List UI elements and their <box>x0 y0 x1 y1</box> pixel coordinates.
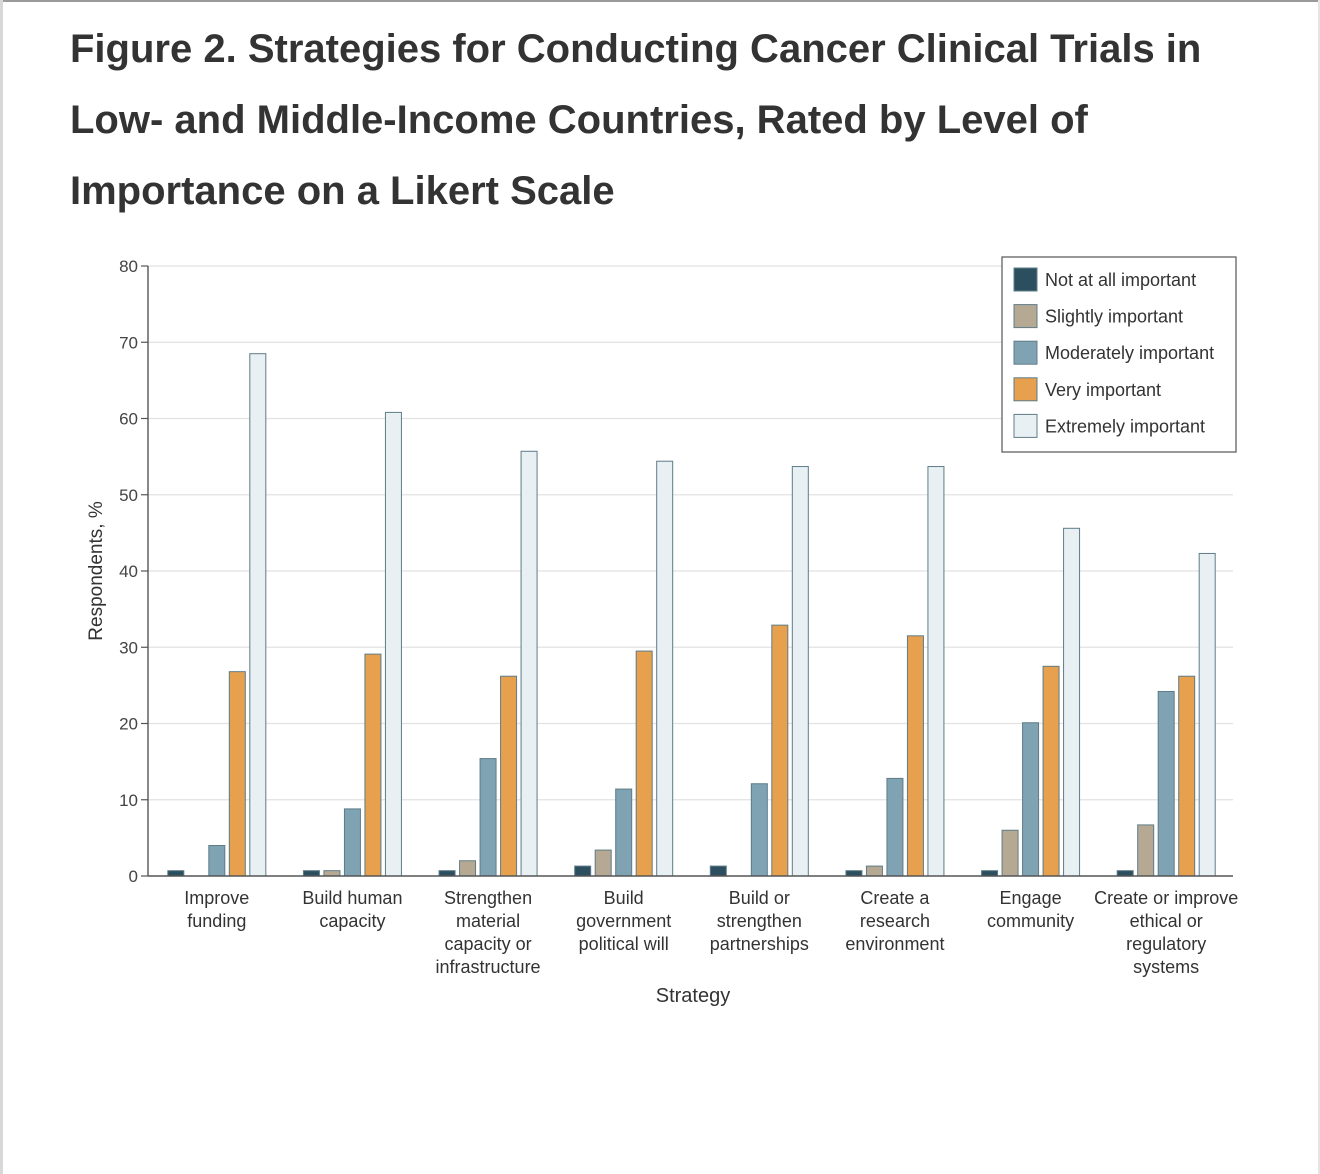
bar <box>249 353 267 877</box>
legend-label: Moderately important <box>1045 343 1214 363</box>
figure-title: Figure 2. Strategies for Conducting Canc… <box>70 27 1202 213</box>
bar <box>228 671 246 877</box>
legend-label: Very important <box>1045 380 1161 400</box>
top-border <box>0 0 1320 2</box>
x-tick-label: Create or improve ethical or regulatory sys… <box>1094 888 1238 977</box>
bar <box>615 788 633 877</box>
y-tick-label: 80 <box>119 257 138 276</box>
bar <box>927 466 945 877</box>
bar <box>594 849 612 877</box>
x-axis-label: Strategy <box>656 985 730 1007</box>
right-border <box>1318 0 1320 1174</box>
bar <box>1178 675 1196 877</box>
legend-label: Not at all important <box>1045 270 1196 290</box>
legend-swatch <box>1013 377 1038 402</box>
bar <box>1116 870 1134 877</box>
bar <box>709 865 727 877</box>
bar <box>208 845 226 877</box>
gridlines <box>148 265 1233 801</box>
bar <box>343 808 361 877</box>
bar <box>635 650 653 877</box>
bar <box>500 675 518 877</box>
x-tick-label: Create a research environment <box>845 888 944 954</box>
legend-box <box>1001 256 1237 453</box>
legend-swatch <box>1013 267 1038 292</box>
bar <box>479 758 497 877</box>
y-tick-label: 10 <box>119 791 138 810</box>
bar <box>1001 829 1019 877</box>
legend-label: Extremely important <box>1045 416 1205 436</box>
x-tick-label: Engage community <box>987 888 1074 931</box>
bar <box>459 860 477 877</box>
bar <box>323 870 341 877</box>
bar <box>981 870 999 877</box>
x-tick-label: Strengthen material capacity or infrastruct… <box>436 888 541 977</box>
bar <box>906 635 924 877</box>
legend-swatch <box>1013 413 1038 438</box>
x-tick-label: Improve funding <box>184 888 249 931</box>
bars <box>167 353 1216 877</box>
bar <box>1042 665 1060 877</box>
bar <box>1022 722 1040 877</box>
y-tick-label: 70 <box>119 333 138 352</box>
bar <box>438 870 456 877</box>
y-tick-label: 0 <box>129 867 138 886</box>
bar <box>384 411 402 877</box>
bar <box>791 466 809 877</box>
axes: 0 10 20 30 40 50 60 70 80 Improve funding Build hum… <box>119 257 1238 977</box>
bar <box>364 653 382 877</box>
bar <box>1137 824 1155 877</box>
legend-swatch <box>1013 304 1038 329</box>
bar <box>167 870 185 877</box>
legend-swatch <box>1013 340 1038 365</box>
x-tick-label: Build human capacity <box>302 888 402 931</box>
bar <box>1157 690 1175 877</box>
y-tick-label: 50 <box>119 486 138 505</box>
bar <box>771 624 789 877</box>
bar <box>1063 527 1081 877</box>
bar <box>750 783 768 877</box>
bar <box>520 450 538 877</box>
y-axis-label: Respondents, % <box>86 501 107 641</box>
y-tick-label: 30 <box>119 638 138 657</box>
bar <box>574 865 592 877</box>
legend-label: Slightly important <box>1045 307 1183 327</box>
y-tick-label: 20 <box>119 715 138 734</box>
bar <box>1198 552 1216 877</box>
bar <box>656 460 674 877</box>
x-tick-label: Build or strengthen partnerships <box>710 888 809 954</box>
y-tick-label: 60 <box>119 410 138 429</box>
bar <box>845 870 863 877</box>
bar <box>886 777 904 877</box>
left-border <box>0 0 3 1174</box>
bar <box>865 865 883 877</box>
x-tick-label: Build government political will <box>576 888 671 954</box>
bar <box>302 870 320 877</box>
legend: Not at all important Slightly important Mo… <box>1001 256 1237 453</box>
y-tick-label: 40 <box>119 562 138 581</box>
